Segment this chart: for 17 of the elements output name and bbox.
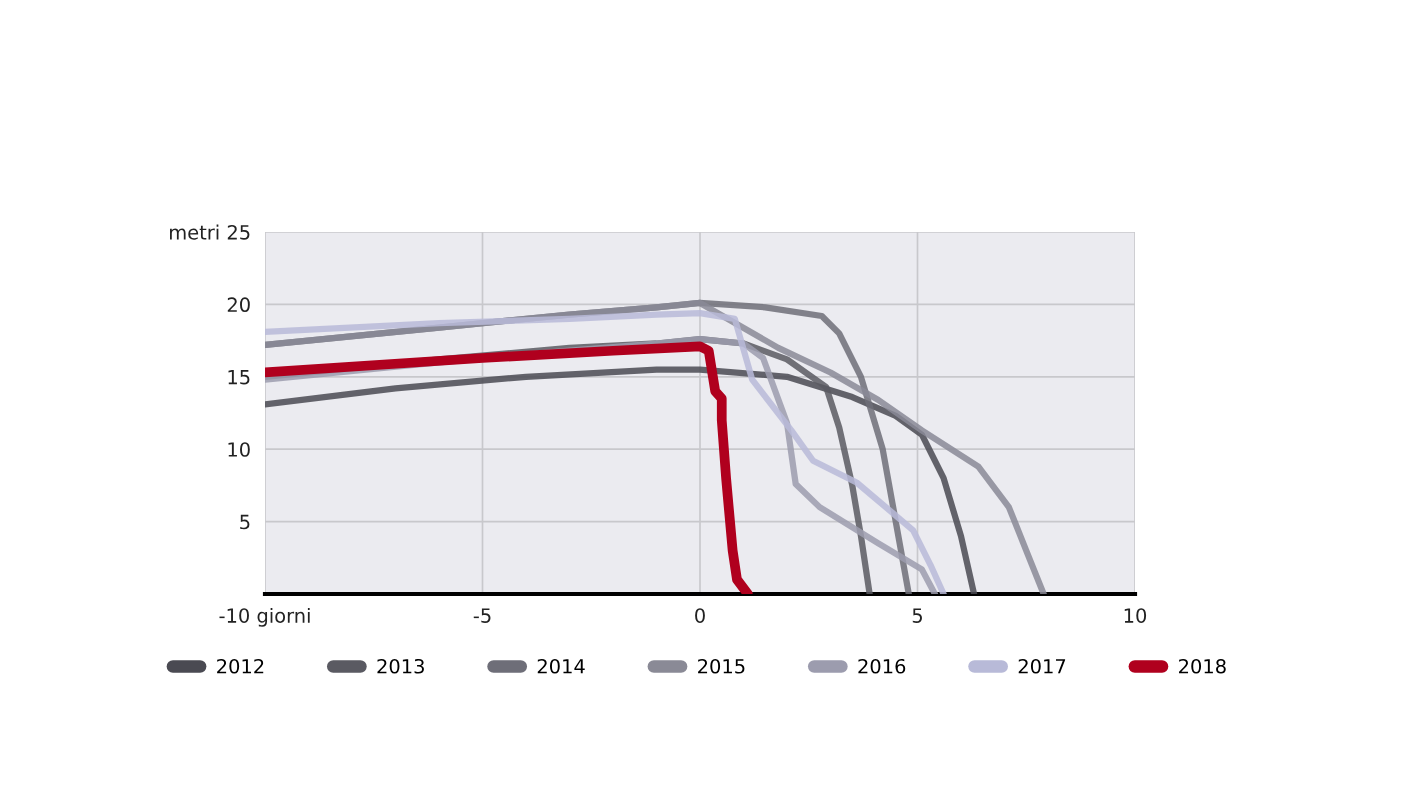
y-tick-label: 10 (228, 442, 250, 457)
y-tick-label: metri 25 (170, 224, 250, 240)
y-tick-label: 15 (228, 370, 250, 385)
legend-label: 2018 (1179, 658, 1226, 674)
legend-label: 2014 (537, 658, 585, 674)
x-tick-label: -5 (473, 608, 491, 623)
y-tick-label: 5 (240, 514, 250, 530)
legend-label: 2017 (1018, 658, 1066, 674)
x-tick-label: 10 (1124, 608, 1147, 623)
legend-label: 2012 (217, 658, 264, 674)
x-tick-label: -10 giorni (219, 607, 310, 627)
y-tick-label: 20 (227, 297, 250, 313)
x-tick-label: 0 (695, 608, 705, 623)
x-tick-label: 5 (912, 608, 922, 623)
legend-label: 2015 (698, 658, 745, 674)
legend-label: 2013 (377, 658, 424, 674)
legend-label: 2016 (858, 658, 906, 674)
